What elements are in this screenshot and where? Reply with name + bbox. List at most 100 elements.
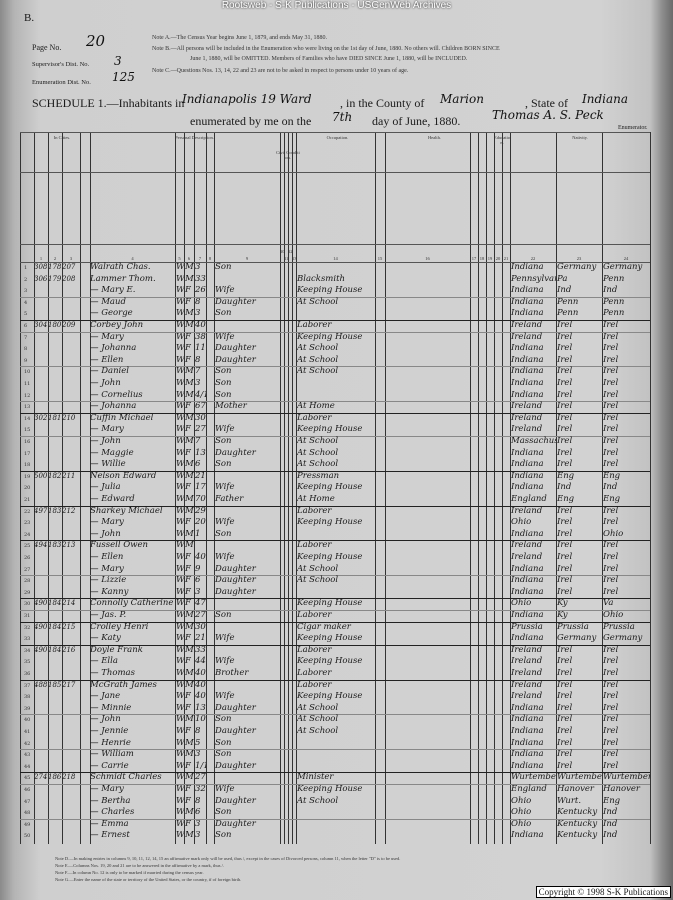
occupation: At School (297, 714, 339, 725)
birthplace: Indiana (511, 482, 544, 493)
line-number: 50 (24, 833, 31, 840)
age: 8 (195, 795, 201, 806)
column-number: 22 (530, 256, 536, 261)
family-number: 207 (62, 263, 76, 271)
age: 6 (195, 575, 201, 586)
sex: F (185, 563, 191, 574)
sex: F (185, 726, 191, 736)
birthplace: Indiana (511, 830, 544, 841)
father-birthplace: Irel (557, 749, 573, 760)
age: 40 (195, 679, 206, 690)
note-c: Note C.—Questions Nos. 13, 14, 22 and 23… (152, 68, 409, 74)
person-name: — Johanna (90, 343, 137, 354)
age: 6 (195, 459, 201, 470)
county-name: Marion (440, 92, 484, 106)
father-birthplace: Irel (557, 563, 573, 574)
color: W (176, 702, 184, 713)
person-name: Corbey John (90, 320, 144, 330)
color: W (176, 691, 184, 702)
copyright-notice: Copyright © 1998 S-K Publications (535, 886, 671, 898)
person-name: — Minnie (90, 702, 132, 713)
house-number: 494 (34, 541, 48, 550)
column-group-header: Occupation. (326, 135, 349, 140)
sex: M (185, 459, 194, 470)
family-number: 215 (62, 622, 76, 631)
note-b-cont: June 1, 1880, will be OMITTED. Members o… (190, 56, 468, 62)
line-number: 20 (24, 485, 31, 492)
state-name: Indiana (582, 92, 629, 106)
line-number: 4 (24, 299, 28, 306)
person-name: Walrath Chas. (90, 262, 151, 272)
relationship: Wife (215, 517, 235, 528)
mother-birthplace: Irel (603, 389, 619, 400)
row-rule (20, 598, 650, 600)
line-number: 13 (24, 404, 31, 411)
family-number: 210 (62, 413, 76, 422)
birthplace: Indiana (511, 296, 544, 307)
column-number: 7 (198, 256, 202, 261)
house-number: 490 (34, 622, 48, 631)
person-name: — Kanny (90, 586, 129, 597)
occupation: At School (297, 436, 339, 446)
age: 7 (195, 436, 201, 446)
mother-birthplace: Prussia (603, 621, 635, 632)
age: 44 (195, 656, 206, 667)
mother-birthplace: Irel (603, 436, 619, 446)
age: 47 (195, 598, 206, 609)
column-group-header: Personal Description. (175, 135, 214, 140)
line-number: 21 (24, 497, 31, 503)
column-rule (556, 132, 557, 844)
column-rule (90, 132, 91, 844)
mother-birthplace: Hanover (603, 784, 640, 794)
mother-birthplace: Penn (603, 308, 625, 319)
relationship: Son (215, 714, 232, 725)
birthplace: Ohio (511, 795, 532, 806)
header-rule (20, 262, 650, 263)
sex: F (185, 424, 191, 435)
column-rule (48, 132, 49, 844)
mother-birthplace: Irel (603, 517, 619, 528)
person-name: — Mary (90, 563, 124, 574)
sex: F (185, 401, 191, 412)
dwelling-number: 180 (48, 321, 62, 329)
relationship: Daughter (215, 575, 256, 586)
mother-birthplace: Ohio (603, 610, 624, 620)
occupation: Keeping House (297, 482, 363, 493)
mother-birthplace: Irel (603, 505, 619, 516)
line-number: 17 (24, 450, 31, 457)
mother-birthplace: Irel (603, 412, 619, 423)
color: W (176, 459, 184, 470)
sex: M (185, 807, 194, 818)
father-birthplace: Irel (557, 540, 573, 551)
age: 4/12 (195, 389, 206, 400)
color: W (176, 412, 184, 423)
age: 40 (195, 320, 206, 330)
sex: M (185, 644, 194, 655)
line-number: 7 (24, 334, 28, 341)
birthplace: Ireland (511, 668, 543, 678)
age: 13 (195, 702, 206, 713)
line-number: 36 (24, 671, 31, 677)
father-birthplace: Wurtemberg (557, 772, 602, 783)
mother-birthplace: Eng (603, 494, 621, 504)
note-d: Note D.—In making entries in columns 9, … (55, 856, 401, 861)
color: W (176, 644, 184, 655)
sex: M (185, 749, 194, 760)
mother-birthplace: Irel (603, 540, 619, 551)
column-rule (20, 132, 21, 844)
mother-birthplace: Irel (603, 702, 619, 713)
father-birthplace: Irel (557, 552, 573, 562)
color: W (176, 795, 184, 806)
line-number: 11 (24, 381, 31, 387)
column-rule (296, 132, 297, 844)
mother-birthplace: Irel (603, 586, 619, 597)
person-name: — Ellen (90, 354, 124, 365)
occupation: Keeping House (297, 424, 363, 435)
column-rule (214, 132, 215, 844)
father-birthplace: Irel (557, 644, 573, 655)
father-birthplace: Kentucky (557, 830, 598, 841)
father-birthplace: Irel (557, 331, 573, 342)
age: 5 (195, 737, 201, 748)
birthplace: Indiana (511, 610, 544, 620)
line-number: 8 (24, 346, 28, 353)
